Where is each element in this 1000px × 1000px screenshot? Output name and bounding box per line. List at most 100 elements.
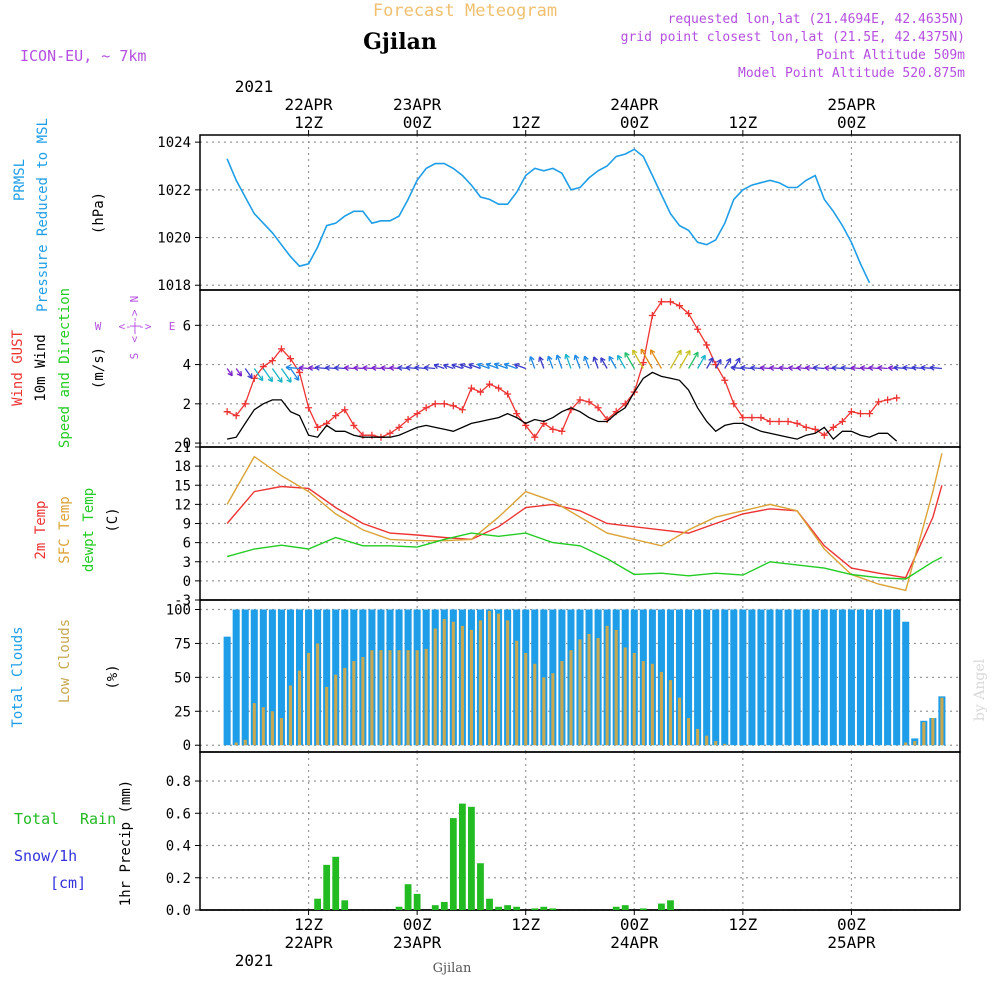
gust-marker: [739, 414, 747, 422]
low-cloud-bar: [379, 650, 383, 746]
low-cloud-bar: [297, 670, 302, 746]
rain-bar: [395, 906, 403, 910]
wind-direction-arrowhead: [649, 349, 656, 355]
wind-direction-arrowhead: [608, 355, 614, 362]
wind-direction-arrowhead: [285, 364, 291, 371]
wind-direction-arrow: [796, 367, 807, 370]
low-cloud-bar: [334, 674, 338, 746]
top-hour-label: 12Z: [294, 113, 323, 132]
wind-direction-arrowhead: [538, 356, 544, 362]
gust-marker: [467, 384, 475, 392]
location-title: Gjilan: [363, 29, 437, 55]
gust-marker: [685, 310, 693, 318]
gust-marker: [748, 414, 756, 422]
prmsl-desc-label: Pressure Reduced to MSL: [35, 118, 51, 312]
gust-marker: [495, 384, 503, 392]
wind-direction-arrowhead: [546, 355, 553, 362]
gust-marker: [893, 394, 901, 402]
low-cloud-bar: [288, 685, 293, 746]
low-cloud-bar: [668, 680, 673, 746]
wind-direction-arrowhead: [258, 375, 264, 382]
wind-direction-arrow: [778, 367, 789, 370]
precip-ytick-label: 0.6: [166, 806, 191, 822]
low-cloud-bar: [922, 722, 926, 746]
low-cloud-bar: [533, 663, 537, 746]
wind-direction-arrow: [529, 356, 536, 369]
low-cloud-bar: [261, 707, 265, 746]
gust-marker: [576, 396, 584, 404]
total-cloud-bar: [730, 609, 738, 746]
low-cloud-bar: [551, 673, 555, 746]
pressure-panel: 1018 1020 1022 1024: [157, 134, 961, 294]
wind-direction-arrow: [334, 366, 345, 370]
wind-direction-arrow: [750, 366, 762, 370]
total-cloud-bar: [766, 609, 774, 746]
temp-ytick-label: 6: [183, 536, 191, 552]
total-cloud-bar: [268, 609, 276, 746]
wind-ytick-label: 2: [183, 397, 191, 413]
credit-watermark: by Angel: [972, 658, 988, 721]
wind-direction-arrow: [380, 367, 391, 370]
low-cloud-bar: [243, 739, 247, 746]
total-cloud-bar: [286, 609, 295, 746]
top-hour-label: 00Z: [837, 113, 866, 132]
total-cloud-bar: [902, 621, 910, 746]
compass-south: S: [128, 353, 141, 360]
total-cloud-bar: [223, 636, 231, 746]
clouds-ytick-label: 75: [174, 636, 191, 652]
t2m-label: 2m Temp: [33, 500, 49, 559]
wind-direction-arrowhead: [485, 362, 492, 369]
wind-direction-arrow: [860, 367, 870, 370]
low-cloud-bar: [696, 728, 700, 746]
wind-direction-arrowhead: [750, 364, 756, 371]
wind-direction-arrow: [824, 367, 834, 370]
compass-north: N: [128, 296, 141, 303]
gust-marker: [793, 419, 801, 427]
wind-direction-arrow: [669, 349, 682, 369]
low-cloud-bar: [723, 743, 727, 746]
gust-marker: [504, 390, 512, 398]
snow-label: Snow/1h: [14, 847, 77, 865]
low-cloud-bar: [596, 638, 600, 746]
gust-marker: [332, 412, 340, 420]
wind-direction-arrow: [929, 366, 942, 370]
low-cloud-bar: [469, 629, 473, 746]
clouds-unit-label: (%): [105, 664, 121, 689]
temp-panel: -3 0 3 6 9 12 15 18 21: [174, 440, 961, 609]
model-altitude: Model Point Altitude 520.875m: [738, 66, 965, 81]
wind-ytick-label: 4: [183, 358, 191, 374]
wind-direction-arrow: [253, 368, 264, 381]
low-cloud-bar: [478, 620, 483, 746]
temp-unit-label: (C): [105, 507, 121, 532]
rain-bar: [621, 905, 629, 910]
wind-direction-arrow: [443, 364, 454, 370]
wind-speed-line: [226, 371, 898, 442]
wind-direction-arrowhead: [583, 355, 589, 362]
rain-bar: [612, 906, 620, 910]
rain-bar: [540, 906, 548, 910]
total-cloud-bar: [250, 609, 258, 746]
wind-direction-arrowhead: [735, 357, 741, 364]
pressure-unit-label: (hPa): [91, 192, 107, 234]
wind-direction-arrowhead: [887, 365, 894, 372]
wind-direction-arrow: [877, 366, 888, 370]
wind-direction-arrow: [850, 367, 861, 370]
gust-marker: [386, 429, 394, 437]
wind-direction-arrow: [235, 368, 242, 377]
low-cloud-bar: [497, 613, 501, 746]
gust-marker: [286, 355, 294, 363]
gust-marker: [666, 298, 674, 306]
total-cloud-bar: [856, 609, 865, 746]
total-cloud-bar: [712, 609, 720, 746]
rain-bar: [477, 863, 484, 910]
speed-direction-label: Speed and Direction: [57, 288, 73, 448]
rain-bar: [314, 898, 322, 910]
sfc-temp-line: [226, 453, 943, 592]
bottom-hour-label: 00Z: [403, 915, 432, 934]
wind-direction-arrow: [485, 363, 499, 370]
low-cloud-bar: [325, 686, 329, 746]
low-cloud-bar: [904, 742, 908, 746]
wind-direction-arrowhead: [850, 365, 856, 371]
temp-ytick-label: 15: [174, 478, 191, 494]
